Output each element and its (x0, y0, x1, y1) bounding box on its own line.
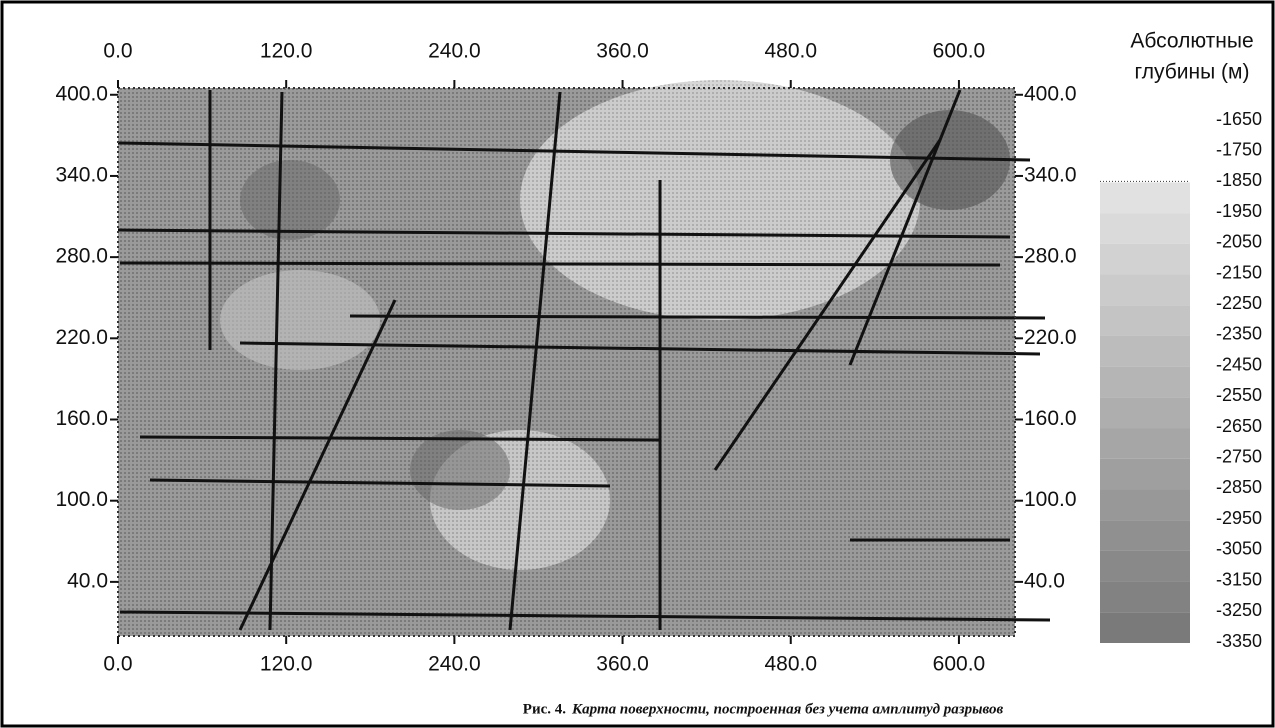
colorbar-swatch (1100, 428, 1190, 459)
colorbar-title: глубины (м) (1135, 61, 1250, 84)
colorbar-swatch (1100, 551, 1190, 582)
y-tick-label-left: 400.0 (55, 82, 108, 105)
colorbar-swatch (1100, 182, 1190, 213)
colorbar-swatch (1100, 213, 1190, 244)
colorbar-swatch (1100, 582, 1190, 613)
y-tick-label-left: 40.0 (67, 569, 108, 592)
colorbar-swatch (1100, 520, 1190, 551)
x-tick-label-bottom: 360.0 (596, 653, 649, 676)
y-tick-label-right: 160.0 (1024, 407, 1077, 430)
colorbar-title: Абсолютные (1130, 30, 1253, 53)
colorbar-label: -1750 (1216, 139, 1262, 159)
colorbar-label: -3050 (1216, 539, 1262, 559)
y-tick-label-right: 220.0 (1024, 326, 1077, 349)
colorbar-label: -2150 (1216, 262, 1262, 282)
y-tick-label-right: 340.0 (1024, 163, 1077, 186)
colorbar-swatch (1100, 397, 1190, 428)
x-tick-label-top: 240.0 (428, 40, 481, 63)
y-tick-label-right: 40.0 (1024, 569, 1065, 592)
colorbar-label: -3350 (1216, 631, 1262, 651)
colorbar-label: -2850 (1216, 477, 1262, 497)
x-tick-label-top: 600.0 (933, 40, 986, 63)
y-tick-label-left: 220.0 (55, 326, 108, 349)
x-tick-label-bottom: 600.0 (933, 653, 986, 676)
colorbar-label: -2650 (1216, 416, 1262, 436)
x-tick-label-bottom: 120.0 (260, 653, 313, 676)
x-tick-label-top: 120.0 (260, 40, 313, 63)
y-tick-label-left: 100.0 (55, 488, 108, 511)
y-tick-label-right: 280.0 (1024, 245, 1077, 268)
y-tick-label-left: 160.0 (55, 407, 108, 430)
colorbar-label: -2050 (1216, 232, 1262, 252)
colorbar-swatch (1100, 367, 1190, 398)
colorbar-swatch (1100, 244, 1190, 275)
colorbar-label: -2250 (1216, 293, 1262, 313)
colorbar-label: -3150 (1216, 569, 1262, 589)
colorbar-swatch (1100, 612, 1190, 643)
y-tick-label-left: 340.0 (55, 163, 108, 186)
x-tick-label-top: 0.0 (103, 40, 132, 63)
x-tick-label-top: 480.0 (764, 40, 817, 63)
x-tick-label-bottom: 240.0 (428, 653, 481, 676)
figure: Рис. 4. Карта поверхности, построенная б… (0, 0, 1275, 728)
colorbar-label: -1950 (1216, 201, 1262, 221)
colorbar-label: -2350 (1216, 324, 1262, 344)
colorbar-label: -2750 (1216, 447, 1262, 467)
caption-label: Рис. 4. (523, 701, 566, 717)
y-tick-label-right: 100.0 (1024, 488, 1077, 511)
y-tick-label-right: 400.0 (1024, 82, 1077, 105)
x-tick-label-bottom: 480.0 (764, 653, 817, 676)
colorbar-swatch (1100, 336, 1190, 367)
colorbar-label: -2450 (1216, 354, 1262, 374)
colorbar-swatch (1100, 275, 1190, 306)
map-area (118, 80, 1050, 636)
colorbar-label: -1650 (1216, 109, 1262, 129)
colorbar-swatch (1100, 305, 1190, 336)
x-tick-label-bottom: 0.0 (103, 653, 132, 676)
colorbar-label: -2550 (1216, 385, 1262, 405)
x-tick-label-top: 360.0 (596, 40, 649, 63)
colorbar-label: -2950 (1216, 508, 1262, 528)
colorbar-swatch (1100, 459, 1190, 490)
colorbar-swatch (1100, 489, 1190, 520)
colorbar-label: -3250 (1216, 600, 1262, 620)
y-tick-label-left: 280.0 (55, 245, 108, 268)
colorbar-label: -1850 (1216, 170, 1262, 190)
caption: Карта поверхности, построенная без учета… (571, 701, 1004, 717)
